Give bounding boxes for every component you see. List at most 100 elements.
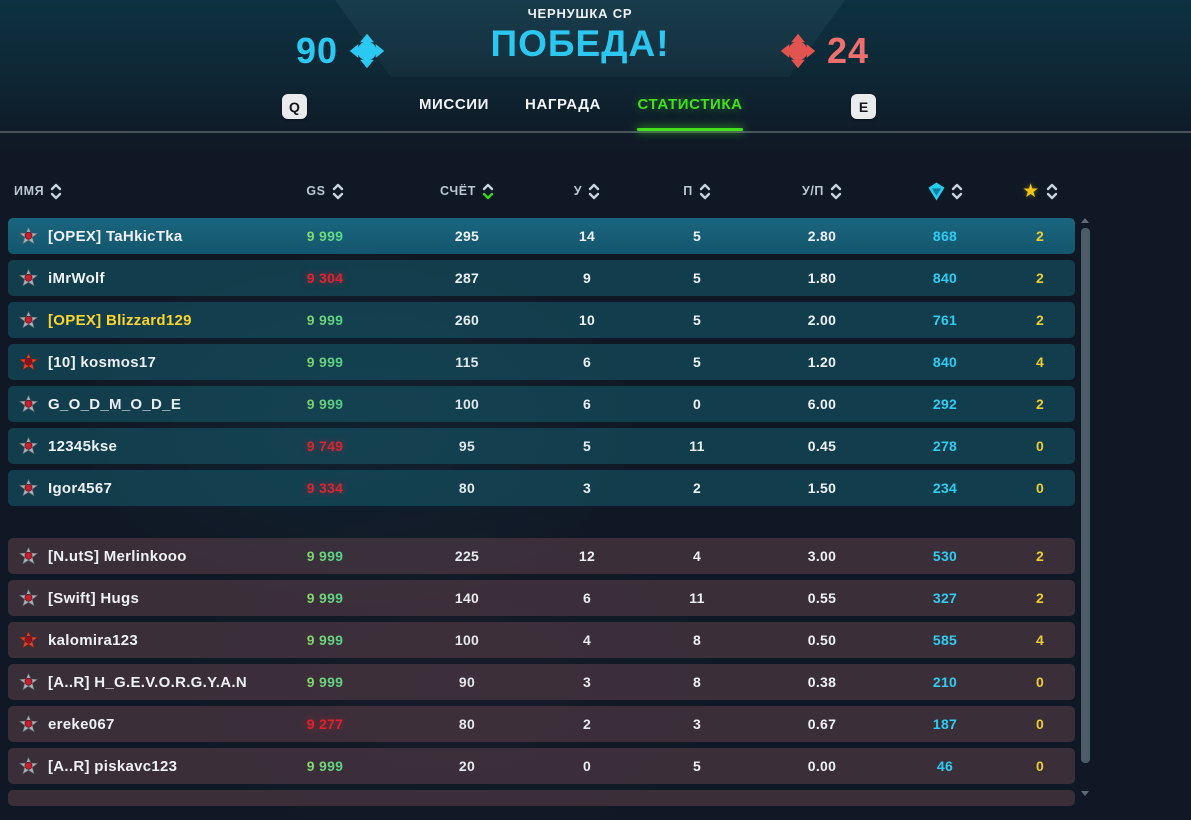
rank-badge-icon [19,395,38,413]
player-row[interactable]: iMrWolf 9 304 287 9 5 1.80 840 2 [8,260,1075,296]
column-label: У/П [801,184,825,198]
player-score: 100 [454,632,480,648]
player-score: 260 [454,312,480,328]
player-row[interactable]: [A..R] H_G.E.V.O.R.G.Y.A.N 9 999 90 3 8 … [8,664,1075,700]
player-name: [A..R] H_G.E.V.O.R.G.Y.A.N [48,673,247,691]
point-icon [349,33,385,69]
rank-badge-icon [19,479,38,497]
column-label: GS [306,184,326,198]
player-kills: 10 [578,312,596,328]
player-row[interactable]: [Swift] Hugs 9 999 140 6 11 0.55 327 2 [8,580,1075,616]
scroll-up-arrow-icon[interactable] [1081,218,1089,223]
column-header-stars[interactable]: ★ [990,176,1090,206]
player-row[interactable]: [N.utS] Merlinkooo 9 999 225 12 4 3.00 5… [8,538,1075,574]
star-icon: ★ [1022,180,1040,202]
player-stars: 2 [1035,396,1045,412]
table-scrollbar[interactable] [1080,214,1091,804]
player-row[interactable]: Igor4567 9 334 80 3 2 1.50 234 0 [8,470,1075,506]
player-name: iMrWolf [48,269,105,287]
player-name: [Swift] Hugs [48,589,140,607]
player-row[interactable]: [10] kosmos17 9 999 115 6 5 1.20 840 4 [8,344,1075,380]
player-kills: 6 [582,396,592,412]
player-kd: 1.20 [807,354,837,370]
key-hint-q[interactable]: Q [282,94,307,119]
scrollbar-thumb[interactable] [1081,228,1090,763]
player-crystals: 585 [932,632,958,648]
player-gs: 9 999 [275,622,375,658]
player-crystals: 187 [932,716,958,732]
player-row[interactable]: ereke067 9 277 80 2 3 0.67 187 0 [8,706,1075,742]
player-deaths: 8 [692,632,702,648]
player-crystals: 840 [932,354,958,370]
player-kills: 6 [582,590,592,606]
rank-badge-icon [19,547,38,565]
player-score: 80 [458,716,476,732]
column-header-crystals[interactable] [895,176,995,206]
player-deaths: 5 [692,228,702,244]
rank-badge-icon [19,353,38,371]
player-crystals: 530 [932,548,958,564]
player-kills: 3 [582,480,592,496]
player-kills: 14 [578,228,596,244]
player-kd: 0.55 [807,590,837,606]
player-score: 100 [454,396,480,412]
player-row[interactable]: 12345kse 9 749 95 5 11 0.45 278 0 [8,428,1075,464]
player-row[interactable]: kalomira123 9 999 100 4 8 0.50 585 4 [8,622,1075,658]
player-row[interactable]: [A..R] piskavc123 9 999 20 0 5 0.00 46 0 [8,748,1075,784]
player-name: 12345kse [48,437,118,455]
player-name: [OPEX] Blizzard129 [48,311,192,329]
player-row[interactable]: G_O_D_M_O_D_E 9 999 100 6 0 6.00 292 2 [8,386,1075,422]
player-stars: 2 [1035,548,1045,564]
column-header-gs[interactable]: GS [275,176,375,206]
player-stars: 0 [1035,438,1045,454]
player-kd: 0.50 [807,632,837,648]
player-kd: 0.45 [807,438,837,454]
map-name: ЧЕРНУШКА СР [527,6,633,21]
player-kd: 1.50 [807,480,837,496]
player-name: [OPEX] TaHkicTka [48,227,183,245]
player-gs: 9 277 [306,716,344,732]
scroll-down-arrow-icon[interactable] [1081,791,1089,796]
player-deaths: 5 [692,354,702,370]
player-stars: 4 [1035,632,1045,648]
sort-icon [699,183,710,199]
player-deaths: 5 [692,312,702,328]
team-board-red: [N.utS] Merlinkooo 9 999 225 12 4 3.00 5… [8,538,1075,790]
rank-badge-icon [19,757,38,775]
column-header-deaths[interactable]: П [647,176,747,206]
player-kills: 12 [578,548,596,564]
player-score: 225 [454,548,480,564]
column-label: П [683,184,693,198]
player-deaths: 2 [692,480,702,496]
player-deaths: 0 [692,396,702,412]
player-deaths: 5 [692,270,702,286]
key-hint-e[interactable]: E [851,94,876,119]
tab-reward[interactable]: НАГРАДА [525,96,601,113]
column-header-kd[interactable]: У/П [772,176,872,206]
team-blue-score-value: 90 [296,30,339,71]
rank-badge-icon [19,311,38,329]
rank-badge-icon [19,437,38,455]
team-red-score: 24 [780,30,869,72]
team-red-score-value: 24 [827,30,870,71]
player-crystals: 234 [932,480,958,496]
tab-statistics[interactable]: СТАТИСТИКА [637,96,743,113]
player-kills: 6 [582,354,592,370]
tab-missions[interactable]: МИССИИ [418,96,490,113]
player-stars: 2 [1035,312,1045,328]
player-kills: 2 [582,716,592,732]
column-header-name[interactable]: ИМЯ [14,176,62,206]
player-stars: 0 [1035,758,1045,774]
player-row[interactable]: [OPEX] Blizzard129 9 999 260 10 5 2.00 7… [8,302,1075,338]
player-stars: 4 [1035,354,1045,370]
player-crystals: 278 [932,438,958,454]
player-crystals: 868 [932,228,958,244]
player-score: 140 [454,590,480,606]
column-header-score[interactable]: СЧЁТ [417,176,517,206]
sort-icon [50,183,62,199]
player-score: 95 [458,438,476,454]
column-header-kills[interactable]: У [537,176,637,206]
player-row[interactable]: [OPEX] TaHkicTka 9 999 295 14 5 2.80 868… [8,218,1075,254]
player-gs: 9 304 [306,270,344,286]
